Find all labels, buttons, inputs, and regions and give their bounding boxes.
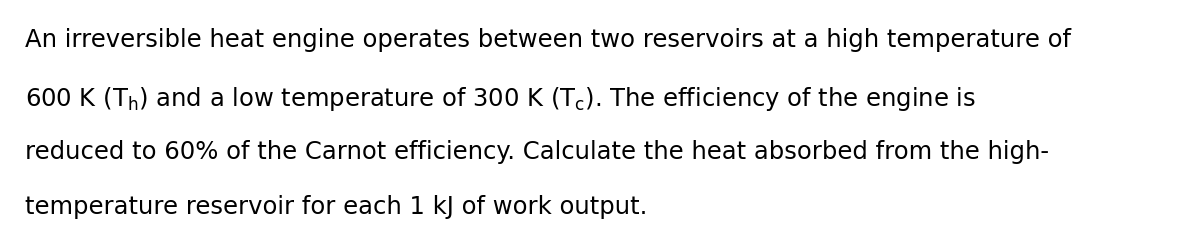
Text: temperature reservoir for each 1 kJ of work output.: temperature reservoir for each 1 kJ of w…	[25, 195, 647, 219]
Text: 600 K (T$_\mathregular{h}$) and a low temperature of 300 K (T$_\mathregular{c}$): 600 K (T$_\mathregular{h}$) and a low te…	[25, 85, 976, 113]
Text: An irreversible heat engine operates between two reservoirs at a high temperatur: An irreversible heat engine operates bet…	[25, 28, 1072, 52]
Text: reduced to 60% of the Carnot efficiency. Calculate the heat absorbed from the hi: reduced to 60% of the Carnot efficiency.…	[25, 140, 1049, 164]
